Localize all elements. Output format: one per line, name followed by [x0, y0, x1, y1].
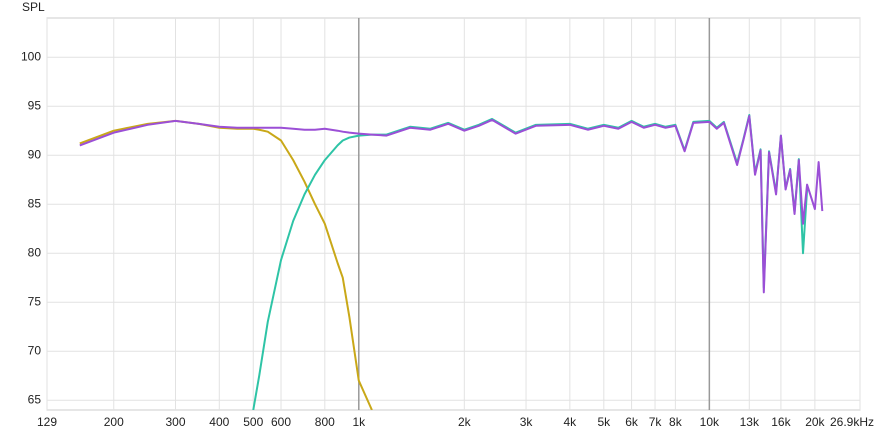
x-tick-label: 7k — [649, 415, 663, 429]
y-tick-label: 90 — [28, 147, 42, 161]
y-tick-label: 95 — [28, 98, 42, 112]
y-tick-label: 100 — [21, 49, 41, 63]
y-tick-label: 70 — [28, 343, 42, 357]
x-tick-label: 4k — [564, 415, 578, 429]
series-line — [79, 115, 824, 294]
y-tick-label: 75 — [28, 294, 42, 308]
y-tick-label: 85 — [28, 196, 42, 210]
x-tick-label: 800 — [315, 415, 335, 429]
x-tick-label: 2k — [458, 415, 472, 429]
x-tick-label: 20k — [805, 415, 825, 429]
x-tick-label: 8k — [669, 415, 683, 429]
x-tick-label: 3k — [520, 415, 534, 429]
x-tick-label: 13k — [740, 415, 760, 429]
x-tick-label: 1k — [352, 415, 366, 429]
x-tick-label: 400 — [209, 415, 229, 429]
x-tick-label: 5k — [597, 415, 611, 429]
plot-area — [46, 17, 861, 411]
y-axis-label: SPL — [22, 0, 45, 14]
x-tick-label: 129 — [37, 415, 57, 429]
plot-lines — [79, 114, 824, 410]
x-tick-label: 26.9kHz — [830, 415, 874, 429]
x-tick-label: 600 — [271, 415, 291, 429]
x-tick-label: 10k — [700, 415, 720, 429]
x-tick-label: 6k — [625, 415, 639, 429]
y-tick-label: 80 — [28, 245, 42, 259]
x-tick-label: 200 — [104, 415, 124, 429]
x-tick-label: 500 — [243, 415, 263, 429]
y-tick-label: 65 — [28, 392, 42, 406]
x-tick-label: 300 — [165, 415, 185, 429]
x-tick-label: 16k — [771, 415, 791, 429]
